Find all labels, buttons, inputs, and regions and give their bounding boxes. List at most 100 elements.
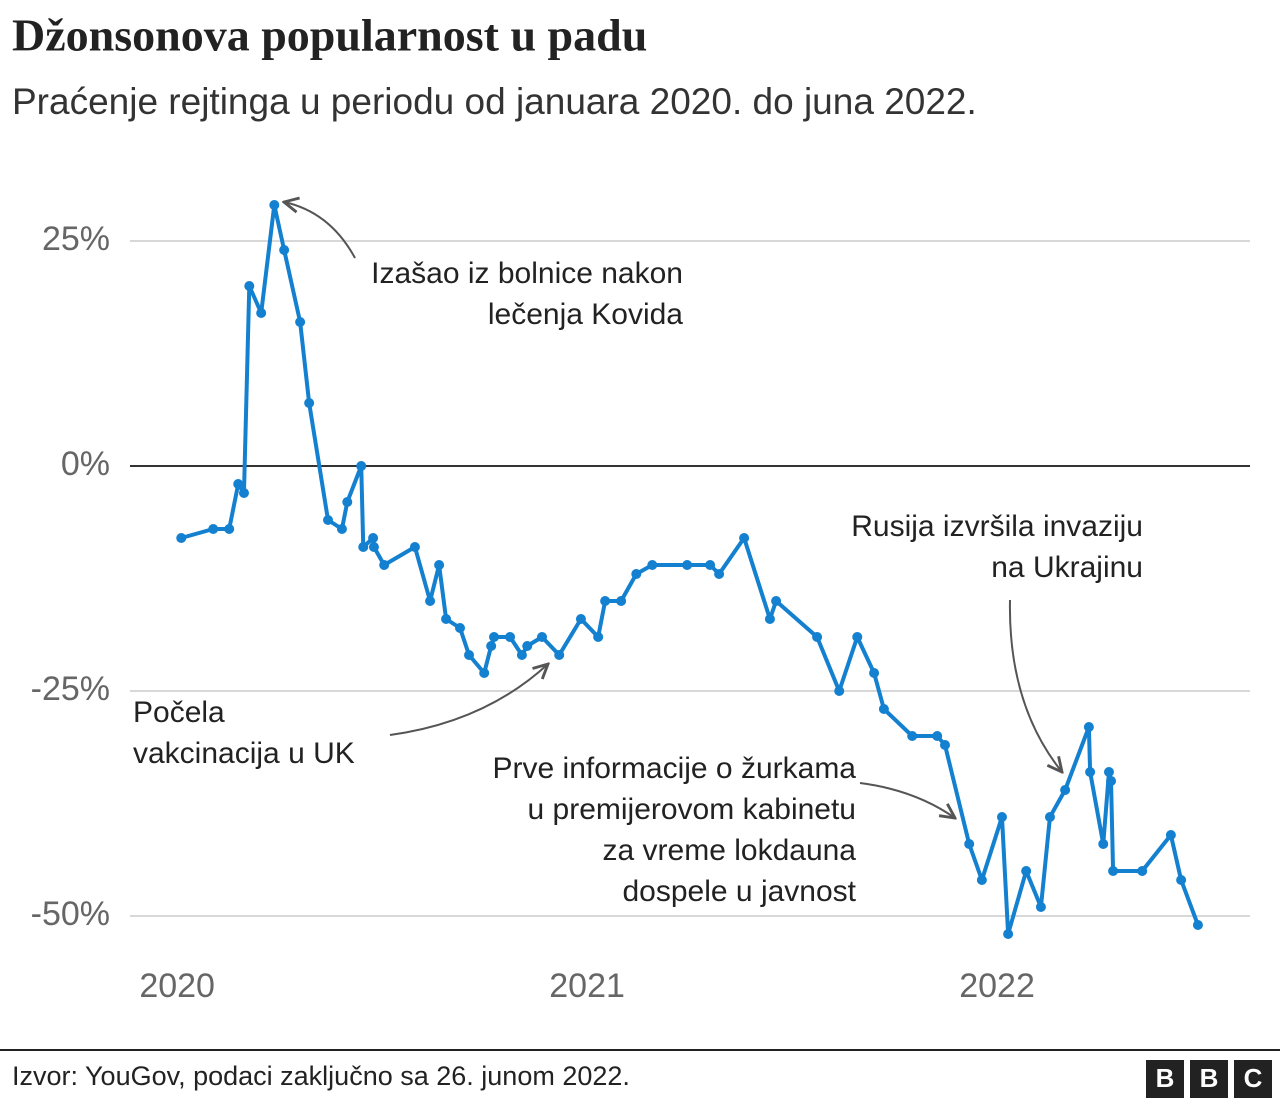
data-point xyxy=(1176,875,1187,885)
data-point xyxy=(852,632,863,642)
annotation-arrow xyxy=(284,202,356,259)
annotation-text: Rusija izvršila invaziju xyxy=(851,510,1143,543)
data-point xyxy=(739,533,750,543)
data-point xyxy=(1108,866,1119,876)
data-point xyxy=(479,668,490,678)
data-point xyxy=(705,560,716,570)
data-point xyxy=(279,245,290,255)
data-point xyxy=(869,668,880,678)
data-point xyxy=(368,542,379,552)
data-point xyxy=(878,704,889,714)
logo-letter: B xyxy=(1200,1063,1219,1093)
data-point xyxy=(600,596,611,606)
chart-title: Džonsonova popularnost u padu xyxy=(12,10,647,61)
data-point xyxy=(1165,830,1176,840)
annotation-text: u premijerovom kabinetu xyxy=(528,793,857,826)
data-point xyxy=(907,731,918,741)
data-point xyxy=(368,533,379,543)
data-point xyxy=(379,560,390,570)
x-tick-label: 2021 xyxy=(549,967,625,1005)
data-point xyxy=(425,596,436,606)
data-point xyxy=(932,731,943,741)
annotation-text: Prve informacije o žurkama xyxy=(493,752,857,785)
data-point xyxy=(176,533,187,543)
data-point xyxy=(996,812,1007,822)
y-tick-label: 0% xyxy=(61,445,110,483)
data-point xyxy=(714,569,725,579)
data-point xyxy=(505,632,516,642)
logo-box xyxy=(1146,1060,1184,1098)
data-point xyxy=(1035,902,1046,912)
data-point xyxy=(575,614,586,624)
annotation-arrow xyxy=(859,782,955,818)
y-tick-label: -25% xyxy=(31,670,110,708)
y-tick-label: 25% xyxy=(42,220,110,258)
data-point xyxy=(647,560,658,570)
data-point xyxy=(1192,920,1203,930)
data-point xyxy=(455,623,466,633)
annotation-arrow xyxy=(389,664,548,736)
data-point xyxy=(336,524,347,534)
data-point xyxy=(244,281,255,291)
data-point xyxy=(1085,767,1096,777)
data-point xyxy=(356,461,367,471)
x-tick-label: 2022 xyxy=(959,967,1035,1005)
data-point xyxy=(441,614,452,624)
data-point xyxy=(616,596,627,606)
data-point xyxy=(1003,929,1014,939)
data-point xyxy=(764,614,775,624)
data-point xyxy=(771,596,782,606)
annotation-arrows xyxy=(284,202,1062,818)
plot-area: 25% 0% -25% -50% 2020 2021 2022 xyxy=(31,200,1250,1005)
annotation-text: Počela xyxy=(133,696,225,729)
annotation-arrow xyxy=(1008,599,1062,772)
annotation-text: Izašao iz bolnice nakon xyxy=(371,257,683,290)
annotation-text: lečenja Kovida xyxy=(488,298,683,331)
data-point xyxy=(224,524,235,534)
data-point xyxy=(342,497,353,507)
data-point xyxy=(516,650,527,660)
logo-letter: C xyxy=(1244,1063,1263,1093)
data-point xyxy=(358,542,369,552)
data-point xyxy=(812,632,823,642)
data-point xyxy=(1098,839,1109,849)
data-point xyxy=(409,542,420,552)
annotation-text: vakcinacija u UK xyxy=(133,737,355,770)
data-point xyxy=(939,740,950,750)
data-point xyxy=(1106,776,1117,786)
annotation-text: za vreme lokdauna xyxy=(603,834,857,867)
data-point xyxy=(631,569,642,579)
data-point xyxy=(489,632,500,642)
source-note: Izvor: YouGov, podaci zaključno sa 26. j… xyxy=(12,1061,630,1091)
data-point xyxy=(233,479,244,489)
data-point xyxy=(1103,767,1114,777)
logo-letter: B xyxy=(1156,1063,1175,1093)
data-point xyxy=(256,308,267,318)
annotation-text: dospele u javnost xyxy=(623,875,857,908)
data-point xyxy=(238,488,249,498)
data-point xyxy=(834,686,845,696)
data-point xyxy=(269,200,280,210)
data-point xyxy=(486,641,497,651)
data-point xyxy=(537,632,548,642)
x-tick-label: 2020 xyxy=(139,967,215,1005)
data-point xyxy=(964,839,975,849)
data-point xyxy=(976,875,987,885)
data-point xyxy=(434,560,445,570)
data-point xyxy=(682,560,693,570)
data-point xyxy=(1137,866,1148,876)
data-point xyxy=(323,515,334,525)
data-point xyxy=(554,650,565,660)
data-point xyxy=(522,641,533,651)
data-point xyxy=(295,317,306,327)
logo-box xyxy=(1234,1060,1272,1098)
data-point xyxy=(1044,812,1055,822)
data-point xyxy=(593,632,604,642)
data-point xyxy=(464,650,475,660)
logo-box xyxy=(1190,1060,1228,1098)
y-tick-label: -50% xyxy=(31,895,110,933)
chart-subtitle: Praćenje rejtinga u periodu od januara 2… xyxy=(12,81,977,122)
data-point xyxy=(304,398,315,408)
